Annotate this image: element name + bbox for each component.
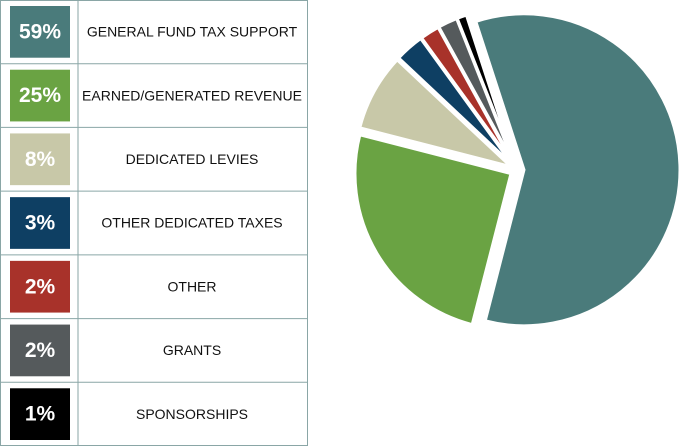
legend-value: 3%: [25, 212, 56, 235]
legend-value: 59%: [19, 20, 61, 43]
legend-swatch: [10, 260, 70, 313]
pie-slice: [473, 12, 682, 328]
legend-swatch: [10, 197, 70, 249]
pie-slice: [455, 13, 517, 164]
legend-value: 2%: [25, 339, 56, 362]
legend-label: OTHER: [168, 278, 217, 294]
legend-swatch: [10, 324, 70, 377]
legend-value: 25%: [19, 84, 61, 107]
legend-label: EARNED/GENERATED REVENUE: [82, 87, 302, 103]
legend-label: GRANTS: [163, 342, 221, 358]
legend-swatch: [10, 388, 70, 440]
legend-swatch: [10, 6, 70, 58]
legend-label: DEDICATED LEVIES: [126, 151, 259, 167]
legend-value: 2%: [25, 275, 56, 298]
legend-label: OTHER DEDICATED TAXES: [101, 215, 282, 231]
legend-swatch: [10, 69, 70, 122]
legend-value: 1%: [25, 403, 56, 426]
pie-slice: [357, 57, 512, 169]
legend-label: GENERAL FUND TAX SUPPORT: [87, 24, 298, 40]
legend-value: 8%: [25, 148, 56, 171]
pie-slice: [353, 132, 513, 327]
legend-label: SPONSORSHIPS: [136, 406, 248, 422]
legend-swatch: [10, 133, 70, 186]
